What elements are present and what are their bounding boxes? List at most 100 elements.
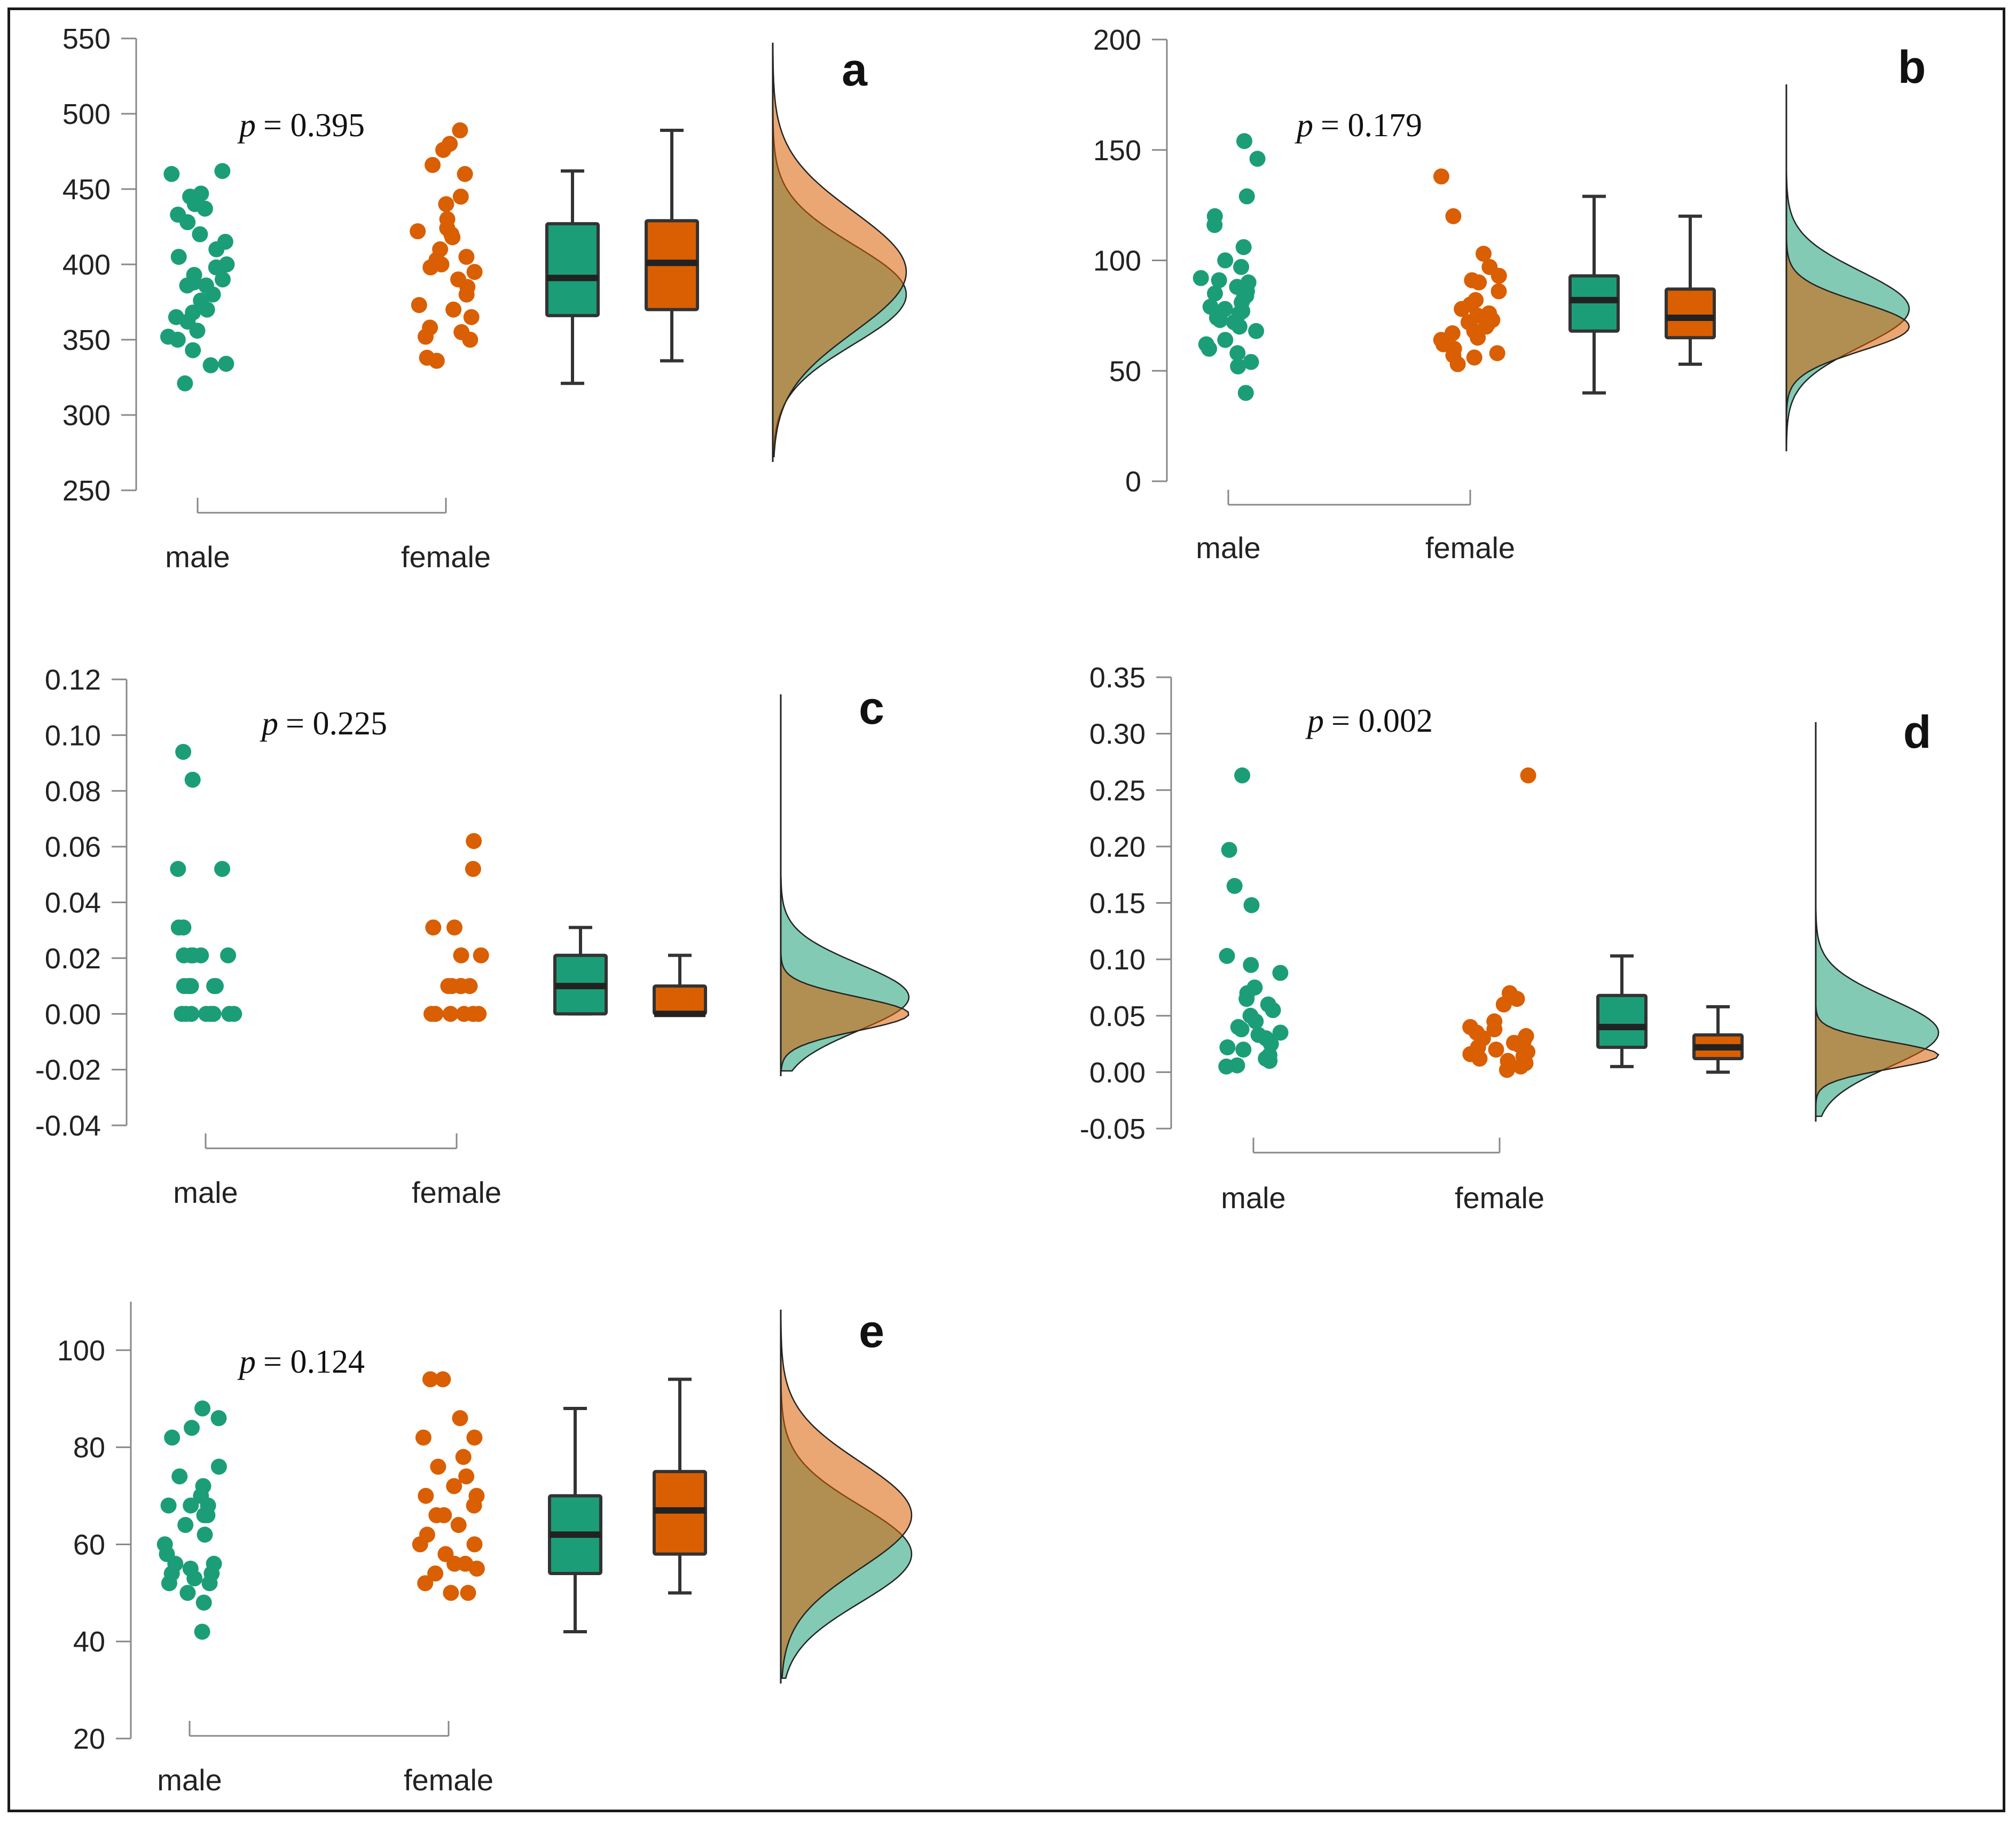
data-point-female xyxy=(1488,1042,1504,1058)
y-tick-label: 80 xyxy=(73,1432,105,1464)
p-value-symbol: p xyxy=(1305,703,1324,739)
data-point-male xyxy=(1248,323,1265,339)
y-tick-label: 0.05 xyxy=(1089,1000,1146,1032)
data-point-female xyxy=(458,1468,475,1485)
y-tick-label: -0.05 xyxy=(1080,1113,1146,1145)
y-tick-label: 0 xyxy=(1125,466,1141,498)
data-point-female xyxy=(1476,246,1492,262)
data-point-female xyxy=(415,1429,432,1446)
y-tick-label: 0.35 xyxy=(1089,662,1146,694)
y-tick-label: 40 xyxy=(73,1626,105,1658)
data-point-male xyxy=(175,743,192,760)
data-point-female xyxy=(428,353,445,369)
p-value-text: = 0.179 xyxy=(1321,107,1422,144)
p-value-text: = 0.124 xyxy=(263,1344,365,1380)
data-point-female xyxy=(1509,991,1525,1007)
data-point-male xyxy=(1235,1042,1252,1058)
data-point-male xyxy=(214,163,231,179)
y-axis: -0.04 -0.02 0.00 0.02 0.04 0.06 0.08 0.10 0.12 xyxy=(35,664,128,1142)
group-label-male: male xyxy=(1221,1181,1285,1215)
y-tick-label: 0.10 xyxy=(1089,944,1146,976)
p-value: p = 0.179 xyxy=(1295,107,1422,144)
group-axis: male female xyxy=(165,498,491,574)
data-point-female xyxy=(458,248,475,265)
data-point-female xyxy=(442,1006,459,1022)
data-point-male xyxy=(1248,1013,1264,1030)
data-point-female xyxy=(443,1585,459,1601)
data-point-male xyxy=(184,771,201,788)
data-point-female xyxy=(460,1585,476,1601)
data-point-male xyxy=(161,1575,177,1592)
boxplot-male xyxy=(545,169,600,385)
group-label-male: male xyxy=(173,1176,238,1209)
data-point-male xyxy=(1237,385,1254,401)
data-point-male xyxy=(164,1429,181,1446)
points-female xyxy=(410,122,483,369)
data-point-male xyxy=(202,357,219,373)
boxplot-female xyxy=(653,953,707,1017)
density-female xyxy=(1815,727,1940,1116)
group-axis: male female xyxy=(157,1721,493,1797)
data-point-female xyxy=(438,196,454,213)
data-point-female xyxy=(430,1459,446,1475)
data-point-female xyxy=(440,978,457,995)
data-point-male xyxy=(199,1507,216,1523)
data-point-female xyxy=(466,833,482,849)
data-point-male xyxy=(1221,842,1237,858)
data-point-male xyxy=(1217,332,1234,348)
y-tick-label: -0.04 xyxy=(35,1110,101,1142)
group-label-male: male xyxy=(1196,531,1260,565)
data-point-female xyxy=(1520,767,1536,784)
data-point-female xyxy=(452,122,468,138)
data-point-male xyxy=(1219,1039,1236,1055)
data-point-female xyxy=(462,332,478,348)
data-point-male xyxy=(163,166,180,182)
data-point-female xyxy=(466,264,483,280)
figure-border xyxy=(7,7,2005,1812)
data-point-male xyxy=(1233,259,1250,275)
data-point-female xyxy=(422,1371,438,1388)
boxplot-male xyxy=(548,1406,602,1634)
data-point-male xyxy=(205,1006,222,1022)
panel-a: 250 300 350 400 450 500 550 male female a p = 0.395 xyxy=(62,23,907,574)
data-point-male xyxy=(1233,1021,1250,1038)
p-value: p = 0.124 xyxy=(237,1344,365,1380)
data-point-male xyxy=(177,1517,194,1533)
data-point-female xyxy=(417,1575,434,1592)
data-point-female xyxy=(466,1429,483,1446)
data-point-female xyxy=(1491,283,1507,300)
points-female xyxy=(412,1371,485,1601)
data-point-male xyxy=(185,342,201,358)
y-tick-label: 0.02 xyxy=(45,943,101,975)
data-point-female xyxy=(452,1410,468,1427)
data-point-female xyxy=(446,1478,462,1494)
panel-d: -0.05 0.00 0.05 0.10 0.15 0.20 0.25 0.30 0.35 mal… xyxy=(1080,662,1940,1215)
data-point-male xyxy=(169,332,186,348)
p-value: p = 0.002 xyxy=(1305,703,1433,739)
data-point-male xyxy=(199,301,215,318)
data-point-male xyxy=(183,1497,199,1514)
density-cloud xyxy=(780,694,910,1076)
data-point-female xyxy=(425,919,442,936)
data-point-female xyxy=(428,1507,445,1523)
data-point-female xyxy=(452,189,469,205)
data-point-female xyxy=(418,328,434,345)
data-point-female xyxy=(473,947,489,964)
points-female xyxy=(1433,168,1507,372)
data-point-male xyxy=(1217,252,1234,269)
data-point-male xyxy=(1243,354,1259,370)
y-tick-label: 20 xyxy=(73,1723,105,1755)
data-point-male xyxy=(206,978,223,995)
data-point-female xyxy=(446,1555,462,1572)
data-point-male xyxy=(185,947,201,964)
y-tick-label: 250 xyxy=(62,475,111,507)
data-point-male xyxy=(194,1624,210,1640)
data-point-male xyxy=(192,226,208,242)
p-value-text: = 0.225 xyxy=(286,706,387,742)
panel-e: 20 40 60 80 100 male female e p = 0.124 xyxy=(57,1302,913,1797)
boxplot-female xyxy=(653,1377,707,1595)
y-tick-label: 0.06 xyxy=(45,831,101,863)
p-value: p = 0.225 xyxy=(260,706,387,742)
points-male xyxy=(170,743,242,1022)
